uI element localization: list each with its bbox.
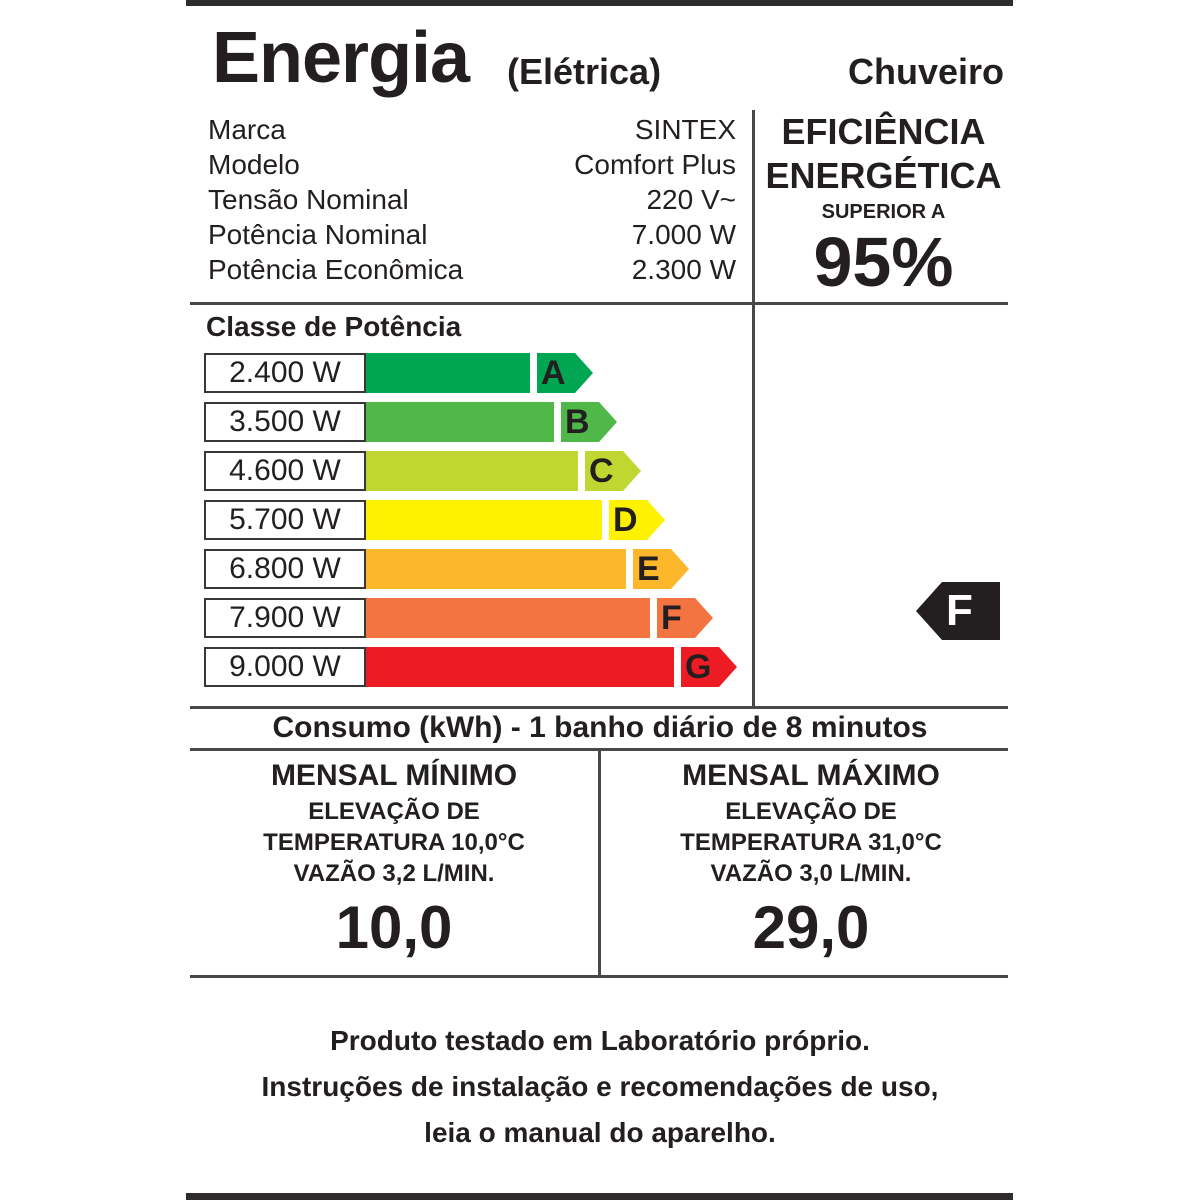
consumption-min-line1: ELEVAÇÃO DE (308, 798, 480, 825)
class-letter: G (685, 648, 712, 686)
class-bar (366, 549, 626, 589)
label-title: Energia (212, 18, 470, 98)
class-bar (366, 353, 530, 393)
consumption-max-line1: ELEVAÇÃO DE (725, 798, 897, 825)
efficiency-line2: ENERGÉTICA (765, 155, 1002, 196)
consumption-min-value: 10,0 (335, 894, 453, 961)
consumption-max-heading: MENSAL MÁXIMO (682, 759, 940, 792)
class-bar (366, 647, 674, 687)
footer-line1: Produto testado em Laboratório próprio. (330, 1025, 870, 1056)
spec-value: SINTEX (634, 114, 736, 145)
rating-letter: F (946, 586, 973, 635)
class-letter: F (661, 599, 682, 637)
spec-row-brand: Marca SINTEX (208, 112, 736, 147)
divider-vertical-consumo (598, 750, 601, 978)
label-subtitle: (Elétrica) (507, 51, 662, 92)
class-bar (366, 402, 554, 442)
class-letter: A (541, 354, 566, 392)
class-arrow-b-icon: B (561, 402, 617, 442)
consumption-max: MENSAL MÁXIMO ELEVAÇÃO DE TEMPERATURA 31… (601, 756, 1021, 963)
footer-line3: leia o manual do aparelho. (424, 1117, 776, 1148)
spec-value: 2.300 W (631, 254, 736, 285)
spec-label: Tensão Nominal (208, 184, 409, 215)
spec-value: 220 V~ (646, 184, 736, 215)
power-class-title: Classe de Potência (206, 311, 462, 342)
consumption-max-value: 29,0 (752, 894, 870, 961)
consumption-min: MENSAL MÍNIMO ELEVAÇÃO DE TEMPERATURA 10… (190, 756, 598, 963)
class-arrow-g-icon: G (681, 647, 737, 687)
spec-row-nominal-power: Potência Nominal 7.000 W (208, 217, 736, 252)
class-watts: 3.500 W (204, 402, 366, 442)
class-bar (366, 500, 602, 540)
consumption-min-heading: MENSAL MÍNIMO (270, 759, 518, 792)
footer-line2: Instruções de instalação e recomendações… (261, 1071, 939, 1102)
class-letter: C (589, 452, 614, 490)
class-bar (366, 598, 650, 638)
spec-label: Modelo (208, 149, 300, 180)
class-letter: B (565, 403, 590, 441)
class-watts: 5.700 W (204, 500, 366, 540)
bottom-border (186, 1193, 1013, 1200)
spec-row-model: Modelo Comfort Plus (208, 147, 736, 182)
class-watts: 4.600 W (204, 451, 366, 491)
consumption-min-line3: VAZÃO 3,2 L/MIN. (293, 860, 495, 887)
consumption-max-line2: TEMPERATURA 31,0°C (680, 829, 942, 856)
spec-row-economic-power: Potência Econômica 2.300 W (208, 252, 736, 287)
efficiency-line1: EFICIÊNCIA (781, 111, 986, 152)
efficiency-value: 95% (813, 223, 954, 301)
divider-specs (190, 302, 1008, 305)
spec-row-voltage: Tensão Nominal 220 V~ (208, 182, 736, 217)
spec-label: Potência Nominal (208, 219, 428, 250)
rating-indicator-arrow-icon: F (916, 582, 1000, 640)
top-border (186, 0, 1013, 6)
class-watts: 2.400 W (204, 353, 366, 393)
spec-label: Potência Econômica (208, 254, 464, 285)
spec-value: 7.000 W (631, 219, 736, 250)
consumption-title: Consumo (kWh) - 1 banho diário de 8 minu… (272, 711, 928, 744)
consumption-max-line3: VAZÃO 3,0 L/MIN. (710, 860, 912, 887)
product-type: Chuveiro (847, 51, 1004, 92)
divider-footer (190, 975, 1008, 978)
class-letter: E (637, 550, 660, 588)
class-letter: D (613, 501, 638, 539)
efficiency-qualifier: SUPERIOR A (821, 201, 946, 223)
class-arrow-d-icon: D (609, 500, 665, 540)
divider-consumo (190, 748, 1008, 751)
footer-note: Produto testado em Laboratório próprio. … (190, 1018, 1010, 1156)
spec-label: Marca (208, 114, 286, 145)
consumption-min-line2: TEMPERATURA 10,0°C (263, 829, 525, 856)
class-arrow-c-icon: C (585, 451, 641, 491)
spec-value: Comfort Plus (574, 149, 736, 180)
class-arrow-a-icon: A (537, 353, 593, 393)
class-bar (366, 451, 578, 491)
divider-class (190, 706, 1008, 709)
class-watts: 9.000 W (204, 647, 366, 687)
class-watts: 6.800 W (204, 549, 366, 589)
class-arrow-e-icon: E (633, 549, 689, 589)
divider-vertical-right (752, 110, 755, 708)
class-arrow-f-icon: F (657, 598, 713, 638)
class-watts: 7.900 W (204, 598, 366, 638)
